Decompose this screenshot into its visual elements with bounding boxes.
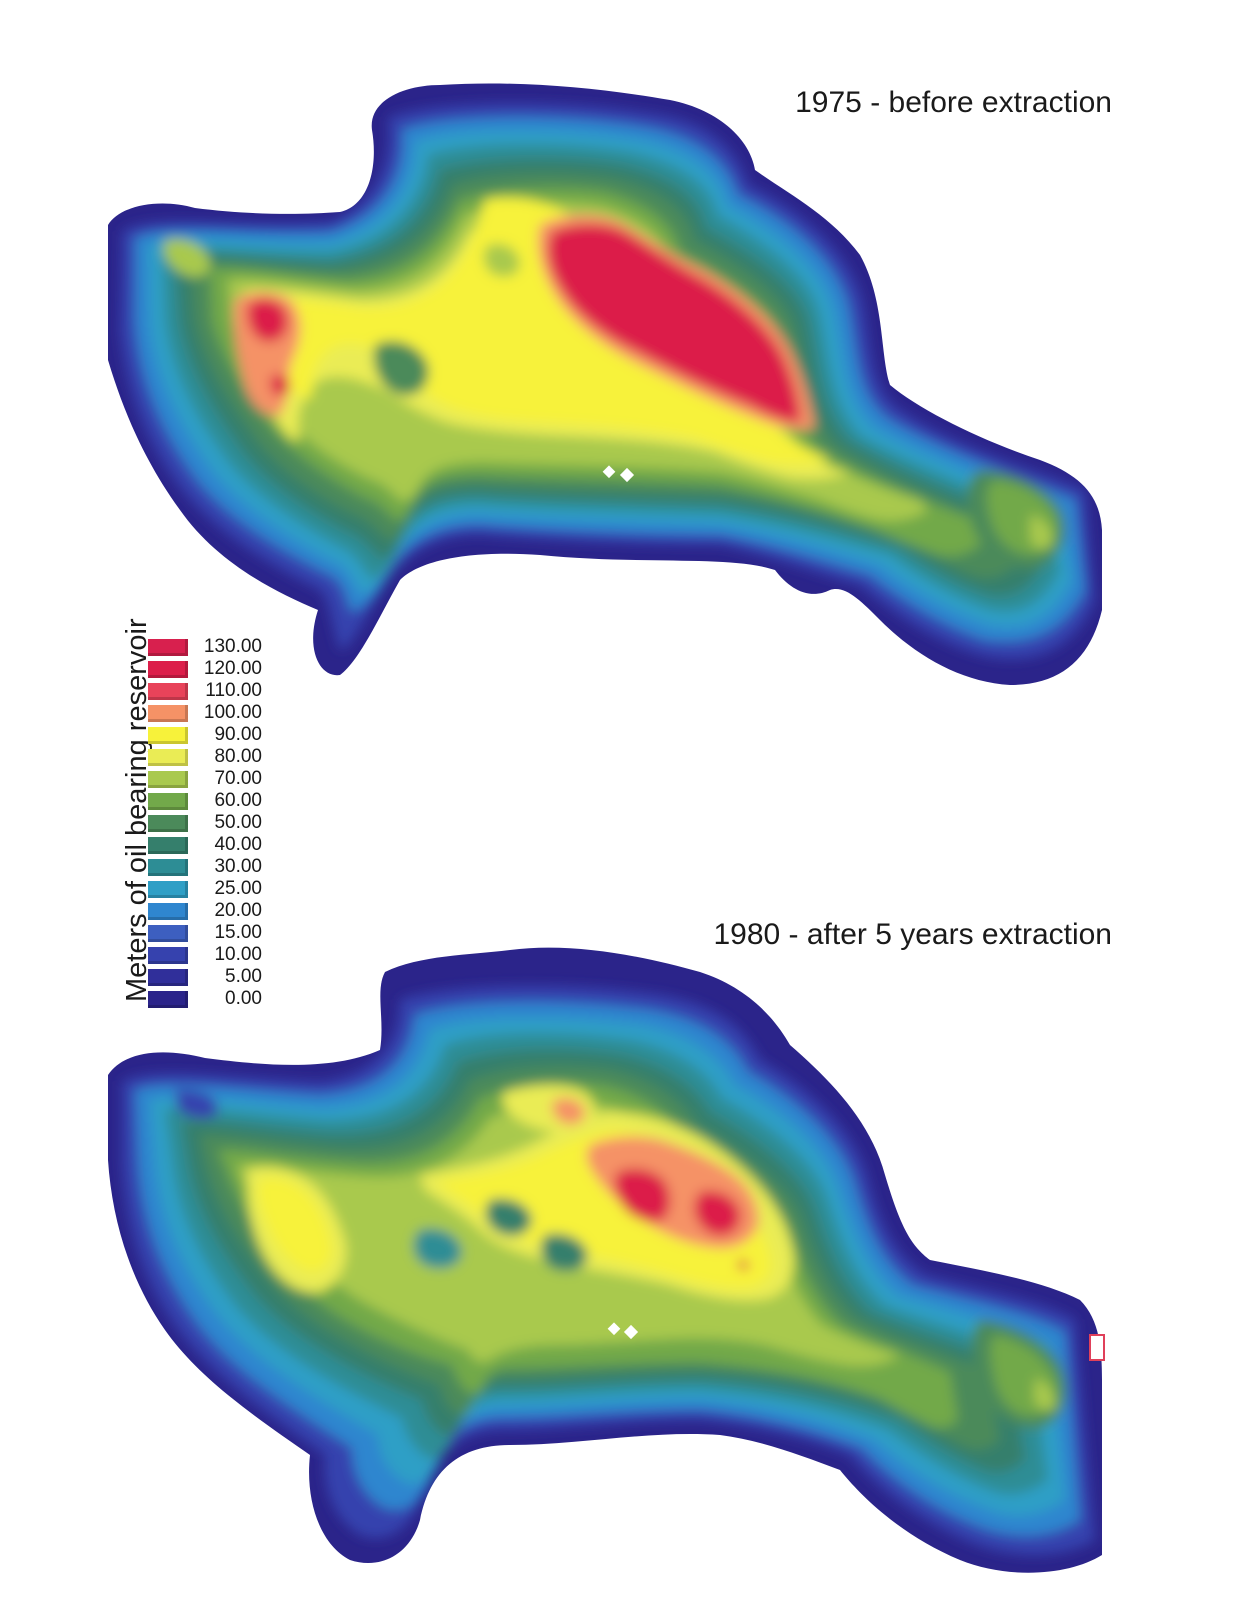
legend-label: 100.00 — [203, 702, 262, 723]
legend-item: 50.00 — [148, 812, 278, 834]
legend-swatch — [148, 837, 188, 854]
legend-label: 50.00 — [214, 812, 262, 833]
legend-label: 25.00 — [214, 878, 262, 899]
legend-item: 80.00 — [148, 746, 278, 768]
legend-swatch — [148, 969, 188, 986]
legend-label: 120.00 — [203, 658, 262, 679]
legend-swatch — [148, 705, 188, 722]
legend-item: 0.00 — [148, 988, 278, 1010]
legend-item: 10.00 — [148, 944, 278, 966]
legend-label: 130.00 — [203, 636, 262, 657]
legend-swatch — [148, 881, 188, 898]
legend-label: 0.00 — [225, 988, 262, 1009]
legend-swatch — [148, 793, 188, 810]
map-title-1975: 1975 - before extraction — [795, 86, 1112, 119]
legend-label: 15.00 — [214, 922, 262, 943]
legend-item: 20.00 — [148, 900, 278, 922]
legend-swatch — [148, 991, 188, 1008]
legend-item: 5.00 — [148, 966, 278, 988]
legend-label: 10.00 — [214, 944, 262, 965]
legend: Meters of oil bearing reservoir 130.00 12… — [108, 618, 278, 1036]
legend-swatch — [148, 683, 188, 700]
legend-swatch — [148, 903, 188, 920]
legend-swatch — [148, 727, 188, 744]
legend-label: 90.00 — [214, 724, 262, 745]
legend-label: 80.00 — [214, 746, 262, 767]
legend-swatch — [148, 639, 188, 656]
legend-label: 70.00 — [214, 768, 262, 789]
map-1980 — [108, 947, 1102, 1573]
legend-item: 90.00 — [148, 724, 278, 746]
legend-swatch — [148, 925, 188, 942]
legend-item: 70.00 — [148, 768, 278, 790]
legend-swatch — [148, 749, 188, 766]
legend-item: 120.00 — [148, 658, 278, 680]
map-1975 — [108, 83, 1102, 686]
legend-swatch — [148, 771, 188, 788]
legend-item: 40.00 — [148, 834, 278, 856]
legend-swatch — [148, 815, 188, 832]
legend-label: 60.00 — [214, 790, 262, 811]
legend-label: 30.00 — [214, 856, 262, 877]
legend-label: 5.00 — [225, 966, 262, 987]
legend-label: 40.00 — [214, 834, 262, 855]
map-title-1980: 1980 - after 5 years extraction — [713, 918, 1112, 951]
legend-items: 130.00 120.00 110.00 100.00 90.00 80.00 70.00 6… — [148, 636, 278, 1010]
legend-item: 25.00 — [148, 878, 278, 900]
legend-item: 110.00 — [148, 680, 278, 702]
legend-item: 30.00 — [148, 856, 278, 878]
legend-item: 130.00 — [148, 636, 278, 658]
legend-item: 100.00 — [148, 702, 278, 724]
legend-label: 20.00 — [214, 900, 262, 921]
legend-swatch — [148, 947, 188, 964]
legend-item: 60.00 — [148, 790, 278, 812]
legend-swatch — [148, 859, 188, 876]
legend-item: 15.00 — [148, 922, 278, 944]
legend-swatch — [148, 661, 188, 678]
legend-label: 110.00 — [205, 680, 262, 701]
